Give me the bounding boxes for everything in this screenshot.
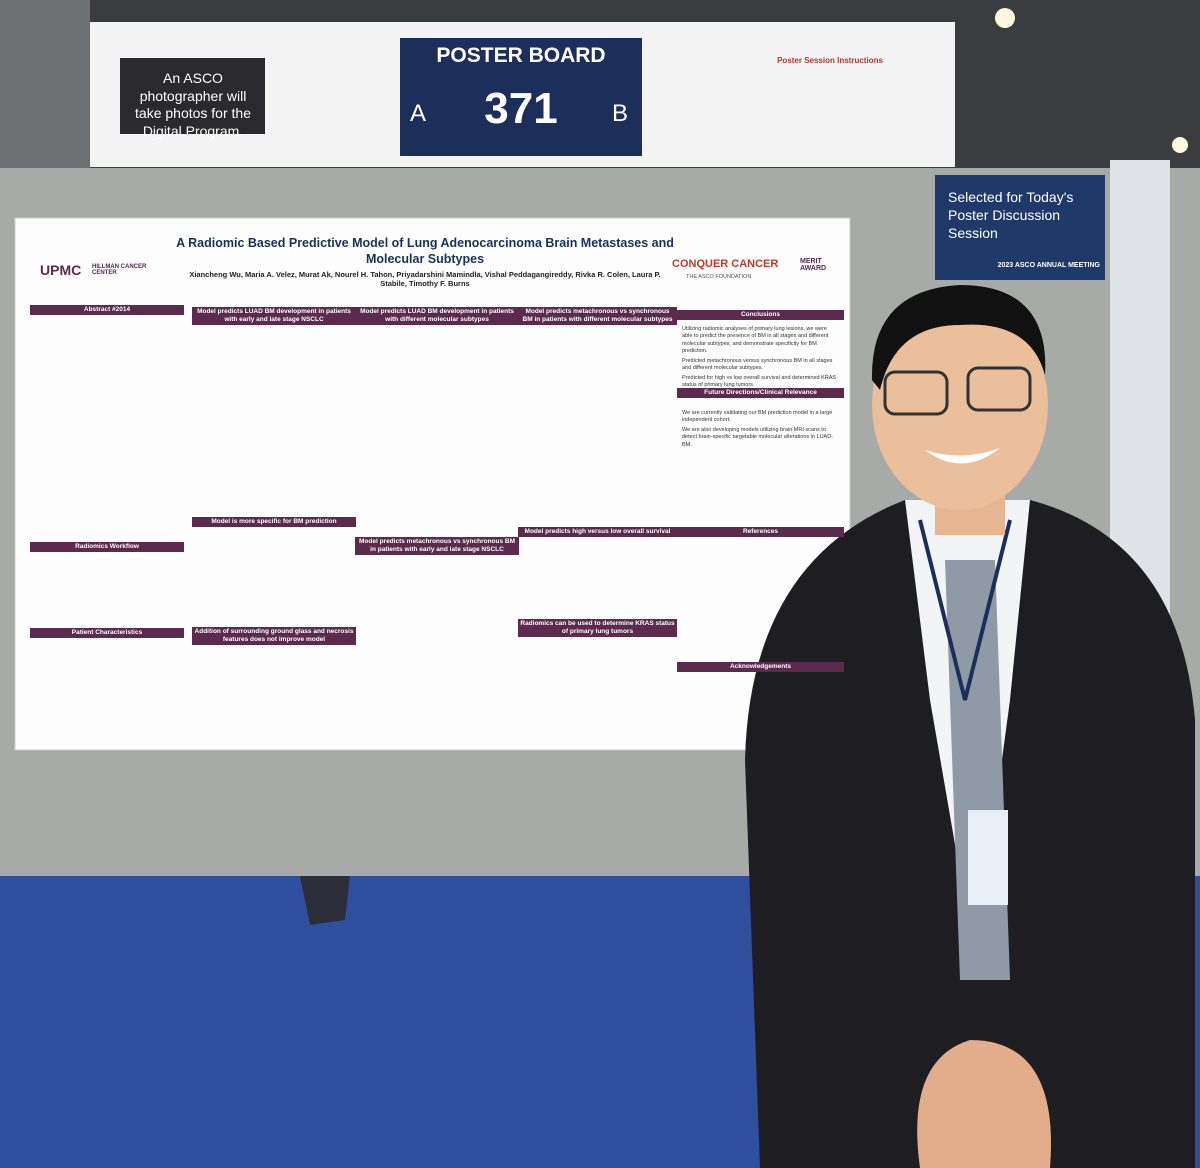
bullet: We are also developing models utilizing … <box>682 426 834 448</box>
section-header: Radiomics can be used to determine KRAS … <box>518 619 677 637</box>
section-header: Model predicts LUAD BM development in pa… <box>355 307 519 325</box>
discussion-text: Selected for Today's Poster Discussion S… <box>948 189 1074 242</box>
glasses <box>883 370 949 416</box>
photographer-box <box>120 58 265 134</box>
board-number: 371 <box>484 84 558 133</box>
board-sign <box>400 38 642 156</box>
section-header: Abstract #2014 <box>30 305 184 315</box>
light <box>1172 137 1188 153</box>
badge <box>968 810 1008 905</box>
logo-right: CONQUER CANCER <box>672 258 779 270</box>
discussion-card <box>935 175 1105 280</box>
section-header: Acknowledgements <box>677 662 844 672</box>
smile <box>925 448 1000 464</box>
lanyard <box>918 519 1012 701</box>
board-label: POSTER BOARD <box>436 44 606 67</box>
poster-title: A Radiomic Based Predictive Model of Lun… <box>176 236 674 266</box>
light <box>995 8 1015 28</box>
side-a: A <box>410 100 427 127</box>
future-text: We are currently validating our BM predi… <box>682 410 837 451</box>
bullet: Predicted for high vs low overall surviv… <box>682 374 837 388</box>
section-header: Model predicts metachronous vs synchrono… <box>518 307 677 325</box>
section-header: Addition of surrounding ground glass and… <box>192 627 356 645</box>
section-header: Conclusions <box>677 310 844 320</box>
bullet: Utilizing radiomic analyses of primary l… <box>682 326 829 355</box>
section-header: References <box>677 527 844 537</box>
hair <box>871 285 1046 390</box>
section-header: Model predicts LUAD BM development in pa… <box>192 307 356 325</box>
legs <box>300 876 350 925</box>
section-header: Radiomics Workflow <box>30 542 184 552</box>
section-header: Model predicts high versus low overall s… <box>518 527 677 537</box>
award: MERIT AWARD <box>800 258 827 272</box>
side-b: B <box>612 100 629 127</box>
section-header: Patient Characteristics <box>30 628 184 638</box>
meeting: 2023 ASCO ANNUAL MEETING <box>997 262 1100 269</box>
bullet: We are currently validating our BM predi… <box>682 410 833 424</box>
logo-left-sub: HILLMAN CANCER CENTER <box>92 264 147 276</box>
glasses <box>966 366 1032 412</box>
logo-right-sub: THE ASCO FOUNDATION <box>686 274 752 280</box>
section-header: Future Directions/Clinical Relevance <box>677 388 844 398</box>
authors: Xiancheng Wu, Maria A. Velez, Murat Ak, … <box>189 270 661 288</box>
hands <box>917 1040 1051 1168</box>
face <box>872 300 1048 510</box>
logo-left: UPMC <box>40 262 82 278</box>
section-header: Model is more specific for BM prediction <box>192 517 356 527</box>
instructions-title: Poster Session Instructions <box>777 56 883 65</box>
bullet: Predicted metachronous versus synchronou… <box>682 357 833 372</box>
conclusions-text: Utilizing radiomic analyses of primary l… <box>682 326 837 391</box>
photographer-note: An ASCO photographer will take photos fo… <box>135 70 251 139</box>
window <box>0 0 90 170</box>
section-header: Model predicts metachronous vs synchrono… <box>355 537 519 555</box>
